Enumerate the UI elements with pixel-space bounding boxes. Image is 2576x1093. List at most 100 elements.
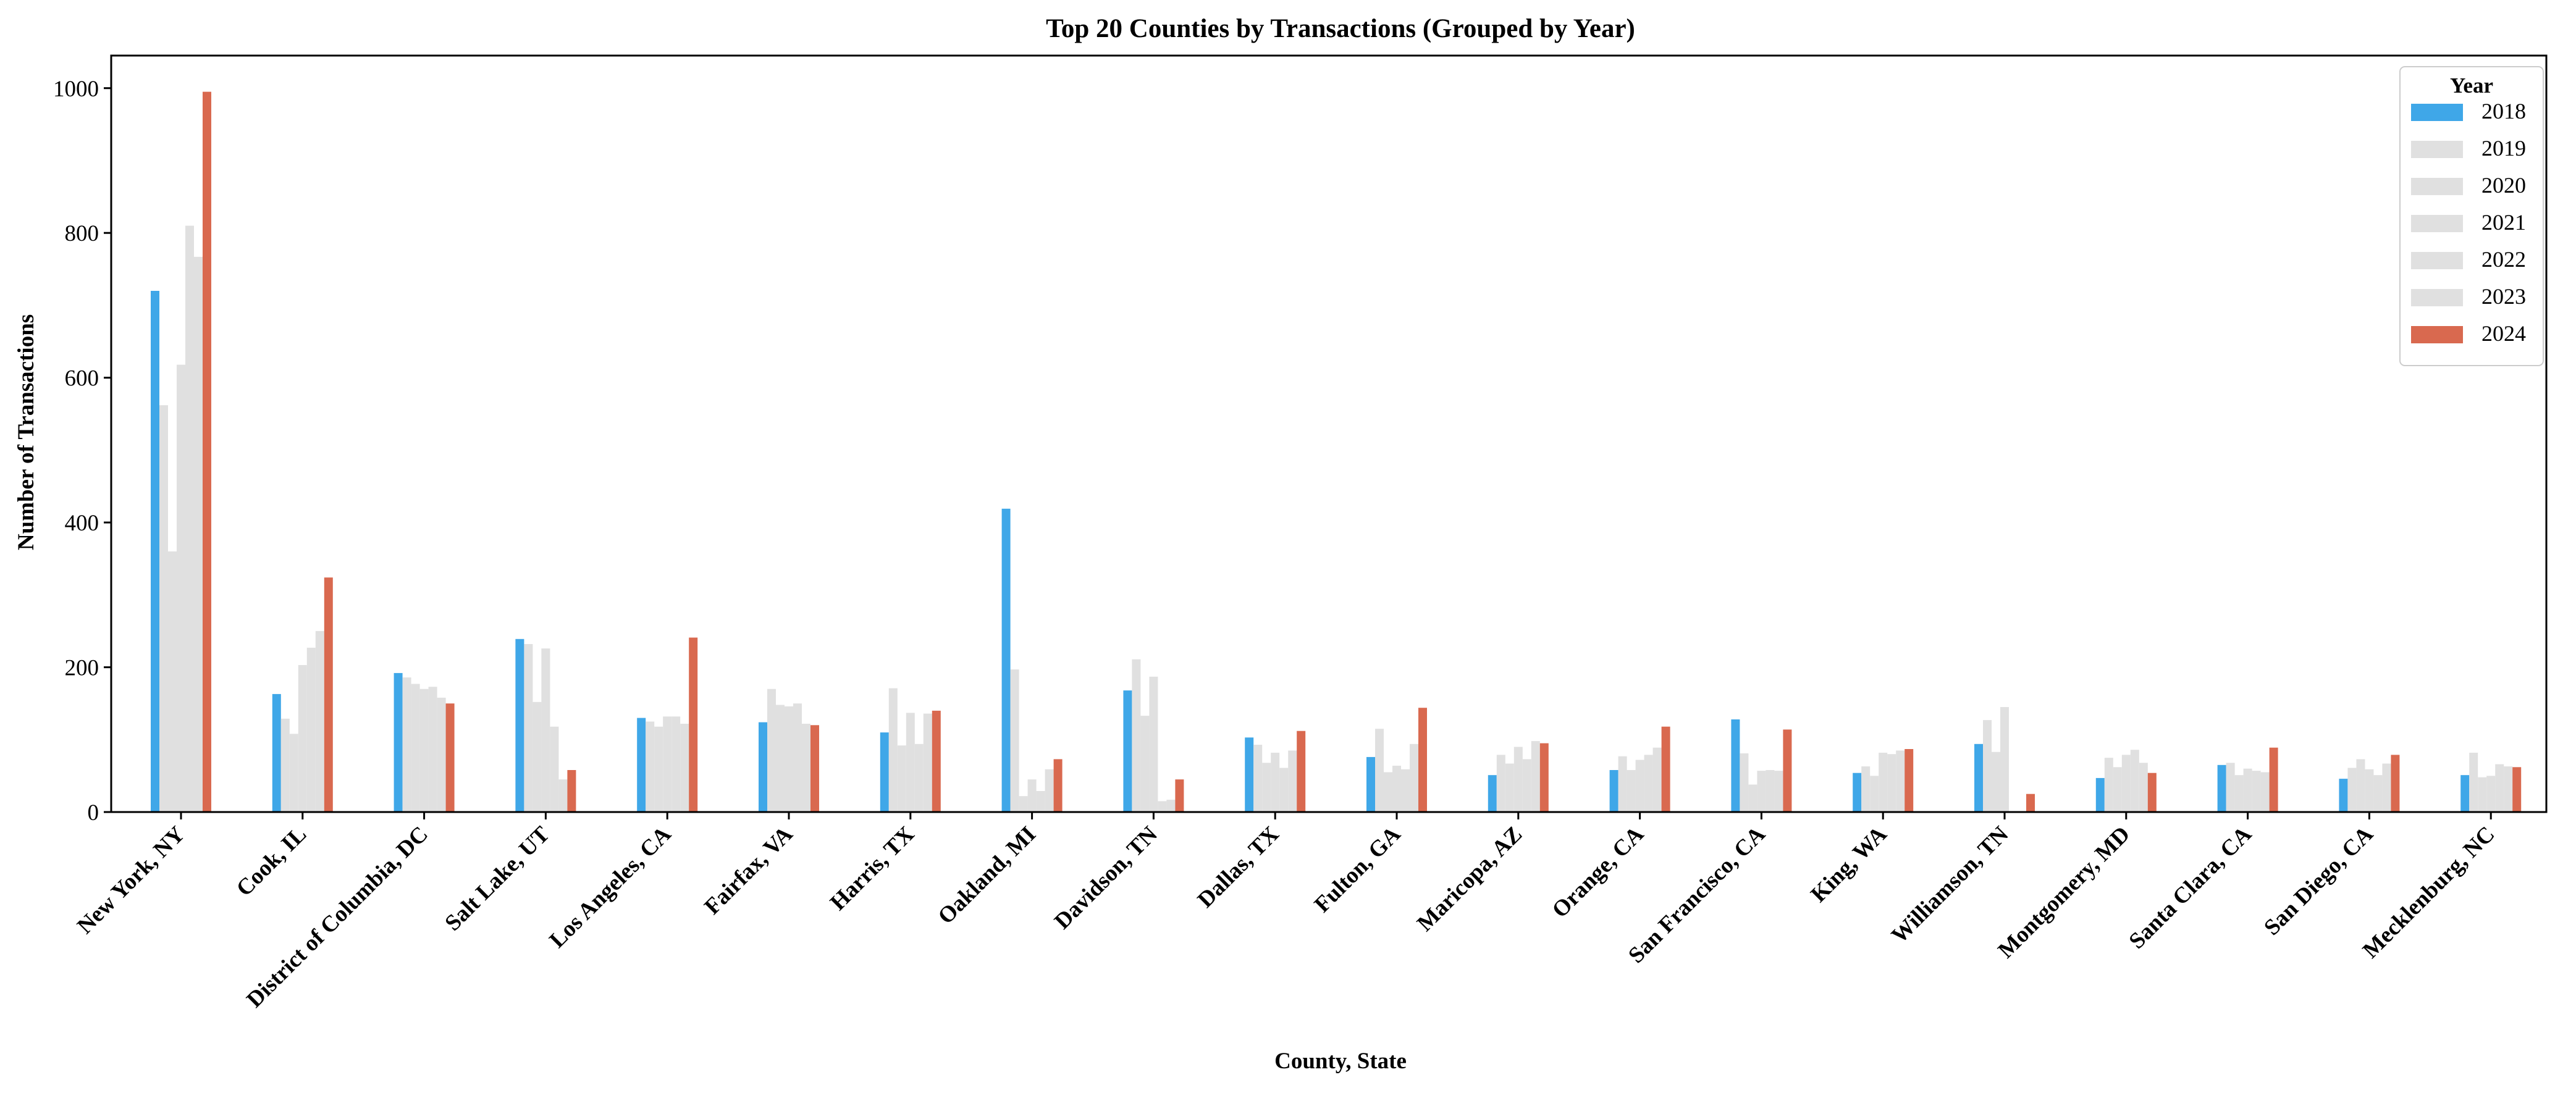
bar-2023 xyxy=(1774,771,1783,812)
bar-2018 xyxy=(1974,743,1983,812)
bar-2021 xyxy=(1513,747,1523,812)
legend-label: 2022 xyxy=(2481,247,2526,272)
y-tick-label: 1000 xyxy=(53,77,99,102)
bar-2018 xyxy=(2095,777,2105,812)
bar-2021 xyxy=(663,716,672,812)
y-tick-label: 400 xyxy=(65,511,99,536)
bar-2019 xyxy=(1740,753,1749,812)
x-tick-label: Fairfax, VA xyxy=(700,821,798,919)
bar-2019 xyxy=(888,688,898,812)
x-tick-label: Cook, IL xyxy=(232,821,311,901)
bar-2023 xyxy=(1896,750,1905,812)
legend-swatch xyxy=(2411,252,2463,269)
x-tick-label: Maricopa, AZ xyxy=(1412,821,1527,936)
bar-2019 xyxy=(2347,768,2357,812)
bar-2021 xyxy=(177,364,185,812)
bar-2022 xyxy=(1401,769,1410,812)
bar-2023 xyxy=(1531,741,1540,812)
bar-2019 xyxy=(524,644,533,812)
bar-2020 xyxy=(2113,767,2122,812)
bar-2022 xyxy=(550,726,559,812)
legend-swatch xyxy=(2411,326,2463,343)
bar-2018 xyxy=(1609,770,1618,812)
bar-2018 xyxy=(1123,690,1132,812)
x-tick-label: Fulton, GA xyxy=(1310,821,1406,918)
bar-2021 xyxy=(1392,766,1401,812)
bar-2023 xyxy=(1410,743,1418,812)
legend-title: Year xyxy=(2450,73,2493,98)
y-tick-label: 200 xyxy=(65,656,99,681)
bar-group xyxy=(1123,659,1184,812)
bar-2022 xyxy=(1036,791,1045,812)
bar-2020 xyxy=(1019,796,1028,812)
bar-2019 xyxy=(280,718,290,812)
bar-2020 xyxy=(776,705,785,812)
bar-2021 xyxy=(1757,771,1766,812)
bar-2022 xyxy=(914,743,924,812)
x-tick-label: Dallas, TX xyxy=(1193,821,1284,913)
bar-2024 xyxy=(1905,749,1914,812)
bar-2024 xyxy=(1175,779,1184,812)
x-tick-label: San Francisco, CA xyxy=(1623,821,1770,968)
bar-2020 xyxy=(168,551,177,812)
legend-label: 2018 xyxy=(2481,99,2526,124)
plot-area xyxy=(151,91,2522,813)
bar-2022 xyxy=(2495,764,2504,812)
bar-group xyxy=(1366,708,1427,812)
bar-2023 xyxy=(2382,763,2391,812)
bar-2019 xyxy=(1861,766,1871,812)
bar-2024 xyxy=(2391,755,2400,812)
bar-2022 xyxy=(428,687,437,812)
bar-2022 xyxy=(2130,750,2139,812)
x-tick-label: Santa Clara, CA xyxy=(2124,821,2257,954)
plot-frame xyxy=(110,54,2548,813)
bar-2023 xyxy=(194,256,203,812)
bar-2020 xyxy=(1505,763,1514,812)
x-tick-label: King, WA xyxy=(1806,821,1892,907)
bar-group xyxy=(637,637,698,812)
legend-label: 2020 xyxy=(2481,173,2526,198)
bar-2024 xyxy=(1539,743,1549,812)
y-tick-label: 800 xyxy=(65,221,99,246)
bar-2022 xyxy=(793,703,802,812)
y-tick-label: 0 xyxy=(88,800,99,826)
bar-2018 xyxy=(1731,719,1740,812)
bar-2022 xyxy=(671,716,681,812)
bar-2023 xyxy=(1166,800,1176,812)
bar-2018 xyxy=(394,672,403,812)
bar-2021 xyxy=(906,713,915,812)
bar-2021 xyxy=(2486,776,2496,812)
bar-2023 xyxy=(2139,763,2148,812)
bar-2020 xyxy=(2478,777,2487,812)
bar-group xyxy=(1488,741,1549,812)
bar-group xyxy=(1974,707,2035,812)
bar-2023 xyxy=(1288,750,1297,812)
legend-swatch xyxy=(2411,141,2463,158)
bar-2021 xyxy=(2243,768,2252,812)
bar-2018 xyxy=(880,732,889,812)
bar-2024 xyxy=(2512,767,2522,812)
bar-group xyxy=(1245,731,1306,812)
bar-2021 xyxy=(1027,779,1037,812)
bar-2019 xyxy=(2104,758,2113,812)
bar-2022 xyxy=(1522,759,1531,812)
bar-2020 xyxy=(1262,763,1271,812)
legend-swatch xyxy=(2411,178,2463,195)
bar-2024 xyxy=(203,91,211,813)
bar-2020 xyxy=(1384,772,1392,812)
bar-2023 xyxy=(2504,766,2513,812)
bar-group xyxy=(2095,750,2157,812)
bar-2021 xyxy=(1635,760,1644,812)
bar-2024 xyxy=(810,725,819,812)
bar-2024 xyxy=(1297,731,1306,812)
bar-2021 xyxy=(419,689,429,812)
bar-group xyxy=(759,689,819,812)
bar-2022 xyxy=(2252,771,2261,812)
bar-2024 xyxy=(567,770,576,812)
bar-2018 xyxy=(637,718,646,812)
bar-2020 xyxy=(897,745,906,812)
bar-2021 xyxy=(298,665,307,812)
bar-2023 xyxy=(558,779,568,812)
bar-group xyxy=(2217,747,2278,812)
